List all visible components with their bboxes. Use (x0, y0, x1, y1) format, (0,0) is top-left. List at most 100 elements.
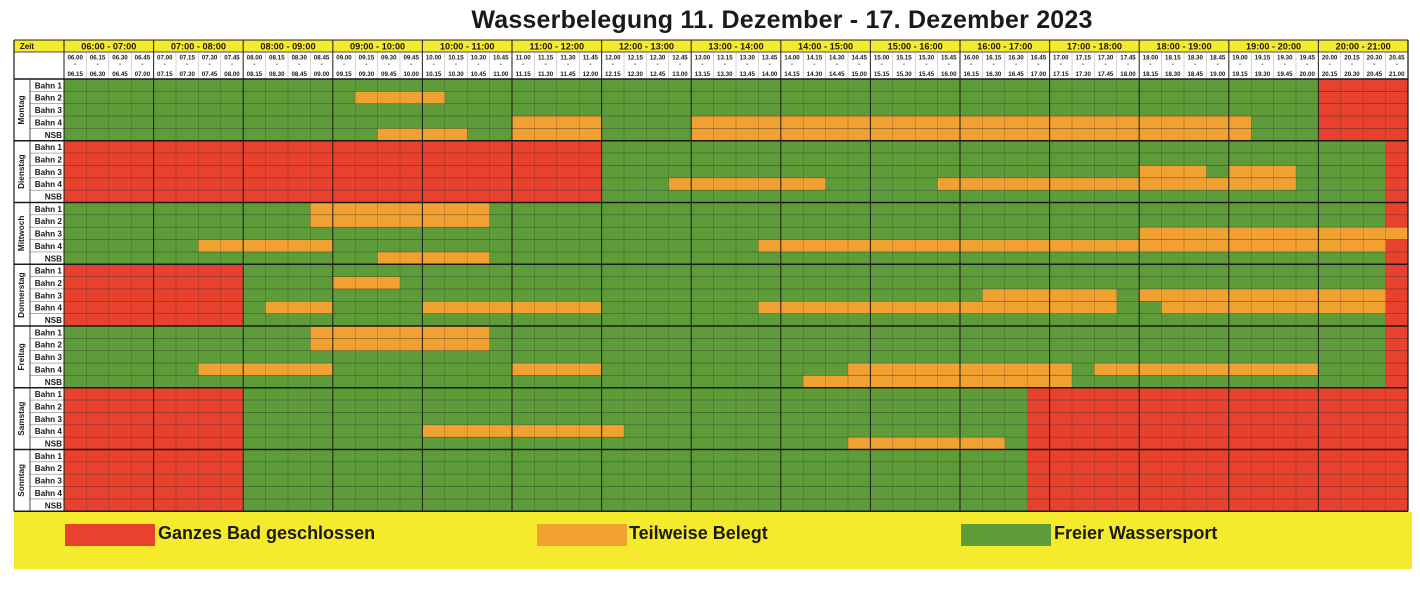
slot-end-label: 15.45 (919, 71, 935, 78)
cell-free (64, 338, 1386, 351)
slot-end-label: 06.15 (67, 71, 83, 78)
slot-end-label: 20.30 (1344, 71, 1360, 78)
lane-label: NSB (45, 378, 62, 387)
cell-closed (1385, 214, 1408, 228)
lane-label: Bahn 3 (35, 353, 63, 362)
cell-free (64, 79, 1408, 92)
cell-closed (1027, 424, 1408, 438)
slot-end-label: 07.15 (157, 71, 173, 78)
slot-start-label: 16.30 (1008, 55, 1024, 62)
slot-end-label: 07.00 (135, 71, 151, 78)
cell-free (601, 140, 1386, 154)
slot-end-label: 18.00 (1120, 71, 1136, 78)
lane-label: Bahn 2 (35, 341, 63, 350)
cell-closed (1385, 177, 1408, 191)
slot-start-label: 11.30 (560, 55, 576, 62)
slot-end-label: 06.45 (112, 71, 128, 78)
slot-start-label: 12.15 (627, 55, 643, 62)
day-label: Mittwoch (17, 216, 26, 251)
hour-label: 16:00 - 17:00 (977, 42, 1032, 52)
legend-label-closed: Ganzes Bad geschlossen (158, 523, 376, 543)
lane-label: Bahn 3 (35, 415, 63, 424)
hour-label: 07:00 - 08:00 (171, 42, 226, 52)
hour-label: 11:00 - 12:00 (529, 42, 584, 52)
cell-free (243, 498, 1028, 512)
slot-start-label: 07.00 (157, 55, 173, 62)
slot-dash-label: - (253, 61, 255, 68)
slot-dash-label: - (388, 61, 390, 68)
hour-label: 15:00 - 16:00 (888, 42, 943, 52)
slot-start-label: 15.30 (919, 55, 935, 62)
cell-free (64, 227, 1386, 240)
slot-dash-label: - (410, 61, 412, 68)
slot-end-label: 11.30 (538, 71, 554, 78)
slot-end-label: 19.30 (1255, 71, 1271, 78)
slot-end-label: 09.45 (381, 71, 397, 78)
cell-free (64, 103, 1408, 117)
slot-end-label: 17.15 (1053, 71, 1069, 78)
slot-dash-label: - (1127, 61, 1129, 68)
hour-label: 08:00 - 09:00 (260, 42, 315, 52)
slot-start-label: 07.45 (224, 55, 240, 62)
slot-end-label: 18.30 (1165, 71, 1181, 78)
slot-end-label: 20.00 (1299, 71, 1315, 78)
cell-free (601, 153, 1386, 166)
lane-label: Bahn 1 (35, 452, 63, 461)
slot-dash-label: - (141, 61, 143, 68)
slot-dash-label: - (925, 61, 927, 68)
slot-start-label: 07.30 (202, 55, 218, 62)
lane-label: Bahn 2 (35, 402, 63, 411)
slot-end-label: 19.45 (1277, 71, 1293, 78)
slot-dash-label: - (858, 61, 860, 68)
legend-label-free: Freier Wassersport (1054, 523, 1218, 543)
cell-closed (1385, 313, 1408, 326)
hour-label: 09:00 - 10:00 (350, 42, 405, 52)
slot-dash-label: - (769, 61, 771, 68)
slot-dash-label: - (746, 61, 748, 68)
slot-end-label: 10.15 (426, 71, 442, 78)
slot-start-label: 15.15 (896, 55, 912, 62)
slot-start-label: 17.30 (1098, 55, 1114, 62)
slot-dash-label: - (993, 61, 995, 68)
cell-free (243, 486, 1028, 499)
cell-closed (1385, 202, 1408, 215)
cell-free (64, 375, 1386, 388)
slot-end-label: 19.00 (1210, 71, 1226, 78)
cell-free (243, 264, 1386, 277)
slot-end-label: 15.00 (851, 71, 867, 78)
slot-dash-label: - (298, 61, 300, 68)
slot-end-label: 16.45 (1008, 71, 1024, 78)
cell-free (243, 474, 1028, 487)
slot-dash-label: - (1306, 61, 1308, 68)
lane-label: Bahn 4 (35, 365, 63, 374)
cell-partial (1139, 165, 1207, 178)
corner-label: Zeit (20, 42, 35, 51)
slot-start-label: 13.45 (762, 55, 778, 62)
slot-dash-label: - (1329, 61, 1331, 68)
slot-dash-label: - (97, 61, 99, 68)
slot-start-label: 06.15 (90, 55, 106, 62)
slot-dash-label: - (1396, 61, 1398, 68)
cell-partial (198, 363, 333, 376)
cell-free (64, 202, 1386, 215)
slot-end-label: 11.15 (516, 71, 532, 78)
day-label: Sonntag (17, 464, 26, 497)
slot-end-label: 13.45 (739, 71, 755, 78)
legend-swatch-closed (65, 524, 155, 546)
hour-label: 17:00 - 18:00 (1067, 42, 1122, 52)
hour-header-bg (14, 40, 1408, 52)
lane-label: Bahn 2 (35, 217, 63, 226)
cell-closed (1385, 153, 1408, 166)
legend-label-partial: Teilweise Belegt (629, 523, 768, 543)
day-label: Donnerstag (17, 272, 26, 318)
slot-start-label: 14.45 (851, 55, 867, 62)
cell-closed (1027, 498, 1408, 512)
slot-end-label: 15.15 (874, 71, 890, 78)
lane-label: Bahn 4 (35, 489, 63, 498)
cell-partial (332, 276, 400, 289)
slot-end-label: 16.00 (941, 71, 957, 78)
day-label: Dienstag (17, 154, 26, 189)
lane-label: Bahn 4 (35, 304, 63, 313)
slot-end-label: 21.00 (1389, 71, 1405, 78)
lane-label: NSB (45, 440, 62, 449)
